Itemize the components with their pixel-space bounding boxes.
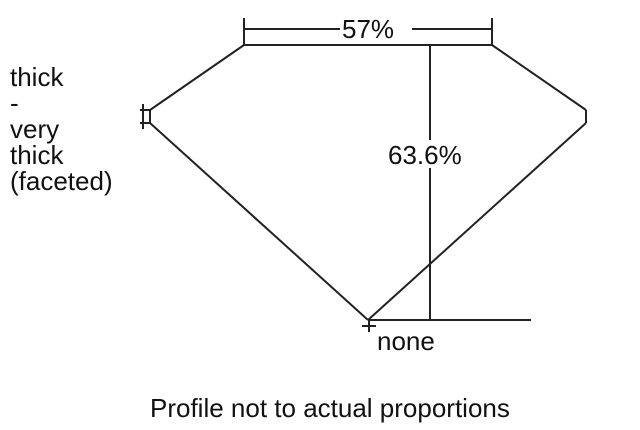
girdle-label-line: thick [10, 62, 64, 92]
pavilion-right [367, 122, 587, 321]
culet-label: none [377, 326, 435, 356]
girdle-label-line: (faceted) [10, 166, 113, 196]
table-width-label: 57% [342, 14, 395, 44]
girdle-label-line: thick [10, 140, 64, 170]
girdle-label-line: very [10, 114, 60, 144]
girdle-thickness-label: thick - very thick (faceted) [10, 64, 113, 194]
crown-left [149, 44, 245, 111]
total-depth-label: 63.6% [388, 140, 462, 170]
crown-right [491, 44, 587, 111]
girdle-label-line: - [10, 88, 19, 118]
caption: Profile not to actual proportions [150, 393, 510, 423]
pavilion-left [149, 122, 369, 321]
